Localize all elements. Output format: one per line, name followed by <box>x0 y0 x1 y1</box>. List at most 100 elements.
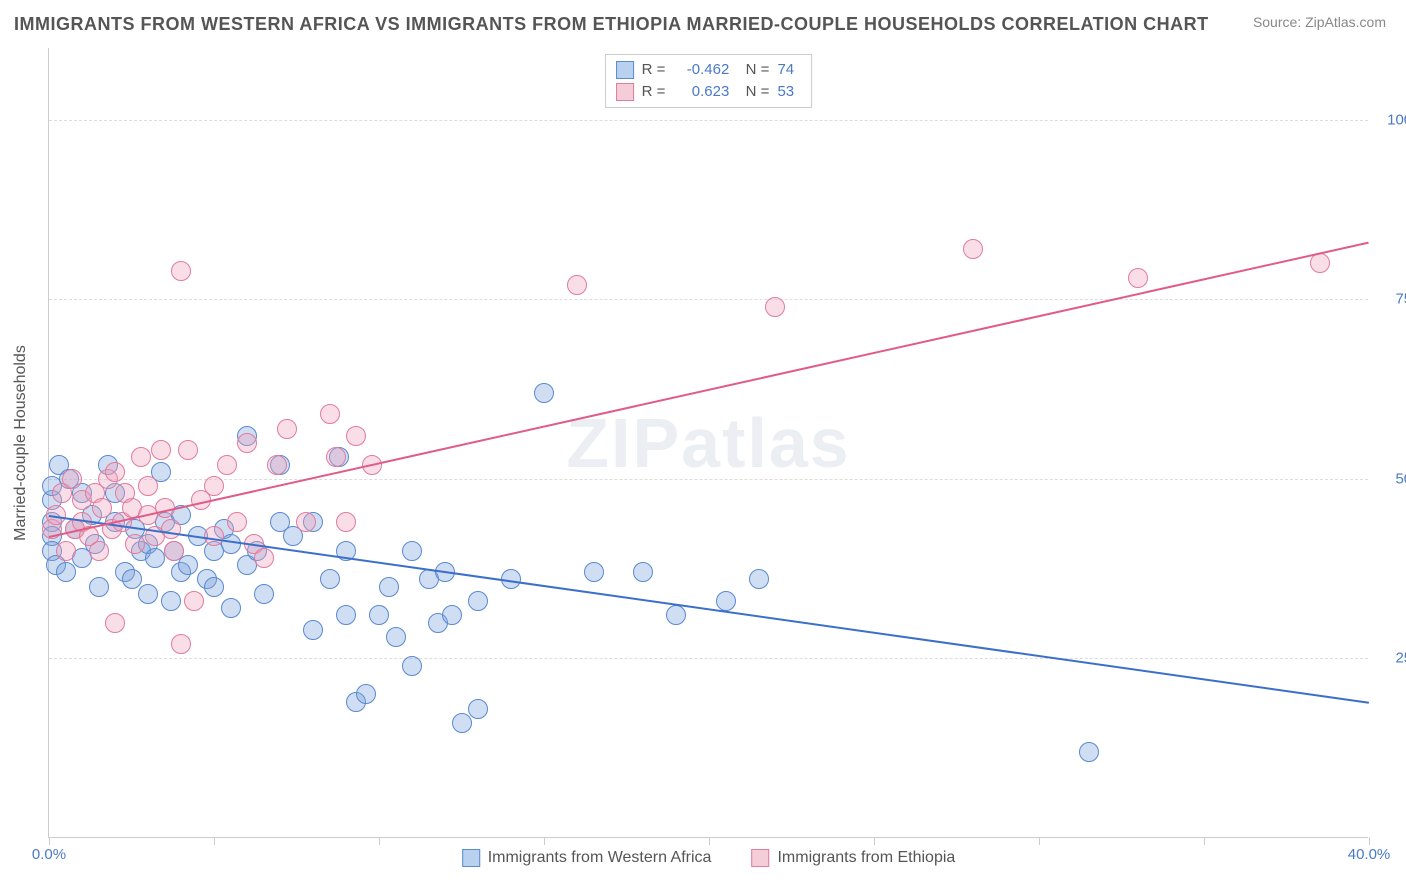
legend-label-series-1: Immigrants from Western Africa <box>488 849 712 867</box>
scatter-point-ethiopia <box>227 512 247 532</box>
scatter-point-western_africa <box>749 569 769 589</box>
scatter-point-ethiopia <box>1310 253 1330 273</box>
x-tick <box>49 837 50 845</box>
scatter-point-western_africa <box>716 591 736 611</box>
scatter-point-western_africa <box>402 541 422 561</box>
r-label: R = <box>642 59 666 81</box>
scatter-point-ethiopia <box>184 591 204 611</box>
scatter-point-western_africa <box>89 577 109 597</box>
scatter-point-ethiopia <box>151 440 171 460</box>
watermark: ZIPatlas <box>566 403 850 483</box>
scatter-point-western_africa <box>204 577 224 597</box>
scatter-point-ethiopia <box>567 275 587 295</box>
scatter-point-western_africa <box>468 591 488 611</box>
scatter-point-western_africa <box>161 591 181 611</box>
scatter-point-ethiopia <box>171 261 191 281</box>
scatter-point-western_africa <box>320 569 340 589</box>
scatter-point-ethiopia <box>963 239 983 259</box>
scatter-point-ethiopia <box>138 476 158 496</box>
trend-line-ethiopia <box>49 242 1369 538</box>
y-tick-label: 50.0% <box>1395 470 1406 487</box>
gridline-h <box>49 479 1368 480</box>
scatter-point-ethiopia <box>217 455 237 475</box>
r-label: R = <box>642 81 666 103</box>
y-tick-label: 100.0% <box>1387 111 1406 128</box>
legend-swatch-series-1 <box>462 849 480 867</box>
n-value-series-2: 53 <box>777 81 801 103</box>
legend-item-series-2: Immigrants from Ethiopia <box>751 849 955 867</box>
scatter-point-ethiopia <box>346 426 366 446</box>
x-tick <box>214 837 215 845</box>
scatter-point-western_africa <box>402 656 422 676</box>
x-tick-label: 40.0% <box>1348 846 1391 863</box>
scatter-point-ethiopia <box>105 613 125 633</box>
scatter-point-western_africa <box>452 713 472 733</box>
x-tick <box>1039 837 1040 845</box>
scatter-point-ethiopia <box>164 541 184 561</box>
scatter-point-western_africa <box>379 577 399 597</box>
chart-title: IMMIGRANTS FROM WESTERN AFRICA VS IMMIGR… <box>14 14 1209 35</box>
bottom-legend: Immigrants from Western Africa Immigrant… <box>462 849 956 867</box>
swatch-series-1 <box>616 61 634 79</box>
scatter-point-ethiopia <box>105 462 125 482</box>
r-value-series-2: 0.623 <box>673 81 729 103</box>
legend-item-series-1: Immigrants from Western Africa <box>462 849 712 867</box>
n-label: N = <box>737 81 769 103</box>
x-tick <box>1369 837 1370 845</box>
stats-row-series-2: R = 0.623 N = 53 <box>616 81 802 103</box>
scatter-point-western_africa <box>122 569 142 589</box>
x-tick <box>1204 837 1205 845</box>
scatter-point-western_africa <box>468 699 488 719</box>
swatch-series-2 <box>616 83 634 101</box>
scatter-point-ethiopia <box>326 447 346 467</box>
scatter-point-ethiopia <box>204 476 224 496</box>
scatter-point-ethiopia <box>320 404 340 424</box>
x-tick <box>874 837 875 845</box>
gridline-h <box>49 658 1368 659</box>
scatter-point-western_africa <box>442 605 462 625</box>
gridline-h <box>49 299 1368 300</box>
scatter-point-ethiopia <box>131 447 151 467</box>
watermark-atlas: atlas <box>681 404 851 482</box>
scatter-point-ethiopia <box>1128 268 1148 288</box>
stats-row-series-1: R = -0.462 N = 74 <box>616 59 802 81</box>
scatter-point-ethiopia <box>92 498 112 518</box>
y-tick-label: 75.0% <box>1395 291 1406 308</box>
scatter-point-western_africa <box>56 562 76 582</box>
x-tick <box>709 837 710 845</box>
scatter-point-western_africa <box>1079 742 1099 762</box>
scatter-point-western_africa <box>534 383 554 403</box>
scatter-point-western_africa <box>666 605 686 625</box>
scatter-point-western_africa <box>138 584 158 604</box>
scatter-point-ethiopia <box>296 512 316 532</box>
scatter-point-western_africa <box>584 562 604 582</box>
x-tick <box>379 837 380 845</box>
scatter-point-western_africa <box>336 605 356 625</box>
scatter-point-ethiopia <box>62 469 82 489</box>
scatter-point-western_africa <box>633 562 653 582</box>
legend-label-series-2: Immigrants from Ethiopia <box>777 849 955 867</box>
trend-line-western_africa <box>49 515 1369 704</box>
scatter-point-western_africa <box>221 598 241 618</box>
stats-legend-box: R = -0.462 N = 74 R = 0.623 N = 53 <box>605 54 813 108</box>
source-attribution: Source: ZipAtlas.com <box>1253 14 1386 30</box>
gridline-h <box>49 120 1368 121</box>
scatter-point-western_africa <box>369 605 389 625</box>
legend-swatch-series-2 <box>751 849 769 867</box>
scatter-point-western_africa <box>386 627 406 647</box>
scatter-point-ethiopia <box>56 541 76 561</box>
watermark-zip: ZIP <box>566 404 681 482</box>
plot-area: ZIPatlas Married-couple Households R = -… <box>48 48 1368 838</box>
scatter-point-ethiopia <box>89 541 109 561</box>
scatter-point-western_africa <box>254 584 274 604</box>
r-value-series-1: -0.462 <box>673 59 729 81</box>
x-tick <box>544 837 545 845</box>
n-label: N = <box>737 59 769 81</box>
scatter-point-ethiopia <box>171 634 191 654</box>
x-tick-label: 0.0% <box>32 846 66 863</box>
scatter-point-western_africa <box>303 620 323 640</box>
n-value-series-1: 74 <box>777 59 801 81</box>
scatter-point-ethiopia <box>277 419 297 439</box>
scatter-point-ethiopia <box>178 440 198 460</box>
scatter-point-ethiopia <box>254 548 274 568</box>
